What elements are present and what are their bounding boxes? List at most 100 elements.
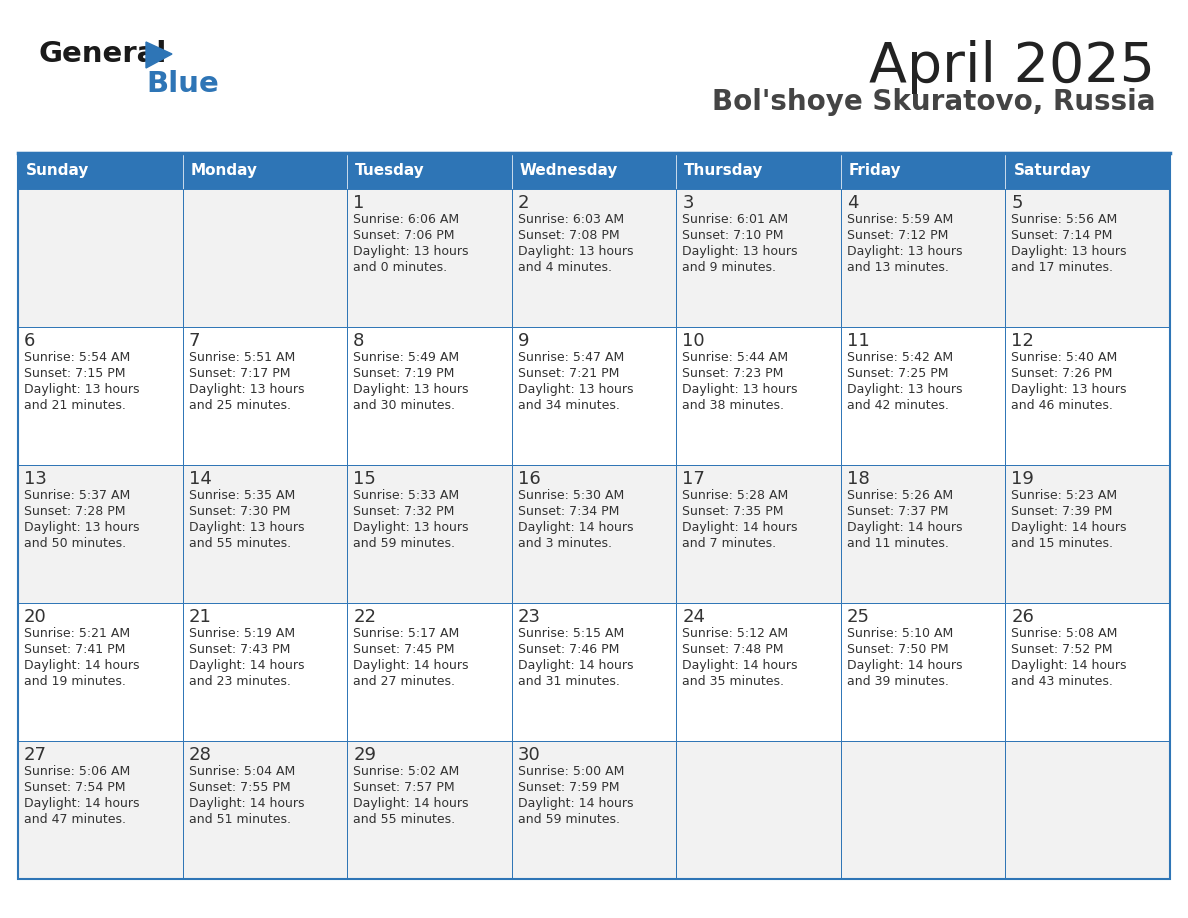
Text: and 13 minutes.: and 13 minutes. <box>847 261 949 274</box>
Text: Daylight: 14 hours: Daylight: 14 hours <box>353 797 468 810</box>
Text: 25: 25 <box>847 608 870 626</box>
Text: Daylight: 13 hours: Daylight: 13 hours <box>189 383 304 396</box>
Bar <box>347 741 512 879</box>
Text: Daylight: 13 hours: Daylight: 13 hours <box>518 383 633 396</box>
Bar <box>676 327 841 465</box>
Text: and 19 minutes.: and 19 minutes. <box>24 675 126 688</box>
Text: Daylight: 14 hours: Daylight: 14 hours <box>1011 521 1127 534</box>
Text: 15: 15 <box>353 470 377 488</box>
Text: 13: 13 <box>24 470 46 488</box>
Text: 6: 6 <box>24 332 36 350</box>
Text: and 50 minutes.: and 50 minutes. <box>24 537 126 550</box>
Text: 28: 28 <box>189 746 211 764</box>
Bar <box>18 189 183 327</box>
Text: 29: 29 <box>353 746 377 764</box>
Text: Sunrise: 6:03 AM: Sunrise: 6:03 AM <box>518 213 624 226</box>
Text: 22: 22 <box>353 608 377 626</box>
Text: Sunrise: 5:56 AM: Sunrise: 5:56 AM <box>1011 213 1118 226</box>
Text: Sunset: 7:59 PM: Sunset: 7:59 PM <box>518 781 619 794</box>
Text: 19: 19 <box>1011 470 1035 488</box>
Bar <box>676 741 841 879</box>
Bar <box>18 327 183 465</box>
Text: Sunrise: 6:01 AM: Sunrise: 6:01 AM <box>682 213 789 226</box>
Text: Daylight: 14 hours: Daylight: 14 hours <box>353 659 468 672</box>
Text: Sunset: 7:08 PM: Sunset: 7:08 PM <box>518 229 619 242</box>
Text: and 34 minutes.: and 34 minutes. <box>518 399 620 412</box>
Text: Tuesday: Tuesday <box>355 163 425 178</box>
Text: Sunset: 7:39 PM: Sunset: 7:39 PM <box>1011 505 1113 518</box>
Text: Sunrise: 5:15 AM: Sunrise: 5:15 AM <box>518 627 624 640</box>
Text: Thursday: Thursday <box>684 163 764 178</box>
Text: Sunset: 7:55 PM: Sunset: 7:55 PM <box>189 781 290 794</box>
Text: and 38 minutes.: and 38 minutes. <box>682 399 784 412</box>
Text: Sunset: 7:23 PM: Sunset: 7:23 PM <box>682 367 784 380</box>
Text: Sunset: 7:43 PM: Sunset: 7:43 PM <box>189 643 290 656</box>
Text: 20: 20 <box>24 608 46 626</box>
Bar <box>347 603 512 741</box>
Bar <box>347 189 512 327</box>
Text: Sunset: 7:35 PM: Sunset: 7:35 PM <box>682 505 784 518</box>
Text: Sunset: 7:19 PM: Sunset: 7:19 PM <box>353 367 455 380</box>
Text: 10: 10 <box>682 332 704 350</box>
Text: Sunrise: 5:28 AM: Sunrise: 5:28 AM <box>682 489 789 502</box>
Text: Sunrise: 5:54 AM: Sunrise: 5:54 AM <box>24 351 131 364</box>
Text: Daylight: 13 hours: Daylight: 13 hours <box>189 521 304 534</box>
Text: Daylight: 13 hours: Daylight: 13 hours <box>682 383 798 396</box>
Text: Blue: Blue <box>146 70 219 98</box>
Text: Sunset: 7:48 PM: Sunset: 7:48 PM <box>682 643 784 656</box>
Text: Sunset: 7:45 PM: Sunset: 7:45 PM <box>353 643 455 656</box>
Text: 30: 30 <box>518 746 541 764</box>
Text: Sunset: 7:57 PM: Sunset: 7:57 PM <box>353 781 455 794</box>
Text: Daylight: 14 hours: Daylight: 14 hours <box>24 797 139 810</box>
Text: 27: 27 <box>24 746 48 764</box>
Bar <box>1005 189 1170 327</box>
Bar <box>347 153 512 189</box>
Text: Daylight: 14 hours: Daylight: 14 hours <box>518 521 633 534</box>
Text: Sunrise: 5:40 AM: Sunrise: 5:40 AM <box>1011 351 1118 364</box>
Text: Sunrise: 5:44 AM: Sunrise: 5:44 AM <box>682 351 789 364</box>
Text: and 27 minutes.: and 27 minutes. <box>353 675 455 688</box>
Text: and 11 minutes.: and 11 minutes. <box>847 537 949 550</box>
Text: Sunrise: 5:21 AM: Sunrise: 5:21 AM <box>24 627 131 640</box>
Text: and 55 minutes.: and 55 minutes. <box>353 813 455 826</box>
Bar <box>18 153 183 189</box>
Text: Sunrise: 5:17 AM: Sunrise: 5:17 AM <box>353 627 460 640</box>
Text: 1: 1 <box>353 194 365 212</box>
Text: Daylight: 13 hours: Daylight: 13 hours <box>353 383 468 396</box>
Text: Sunset: 7:37 PM: Sunset: 7:37 PM <box>847 505 948 518</box>
Text: Sunrise: 5:42 AM: Sunrise: 5:42 AM <box>847 351 953 364</box>
Text: Daylight: 13 hours: Daylight: 13 hours <box>682 245 798 258</box>
Text: 2: 2 <box>518 194 529 212</box>
Text: Sunrise: 5:47 AM: Sunrise: 5:47 AM <box>518 351 624 364</box>
Text: and 47 minutes.: and 47 minutes. <box>24 813 126 826</box>
Text: and 17 minutes.: and 17 minutes. <box>1011 261 1113 274</box>
Text: 3: 3 <box>682 194 694 212</box>
Text: and 4 minutes.: and 4 minutes. <box>518 261 612 274</box>
Text: Sunset: 7:32 PM: Sunset: 7:32 PM <box>353 505 455 518</box>
Text: and 9 minutes.: and 9 minutes. <box>682 261 776 274</box>
Text: Sunrise: 5:37 AM: Sunrise: 5:37 AM <box>24 489 131 502</box>
Bar <box>183 189 347 327</box>
Text: and 46 minutes.: and 46 minutes. <box>1011 399 1113 412</box>
Text: and 55 minutes.: and 55 minutes. <box>189 537 291 550</box>
Bar <box>841 741 1005 879</box>
Text: Sunset: 7:26 PM: Sunset: 7:26 PM <box>1011 367 1113 380</box>
Bar <box>347 327 512 465</box>
Text: Daylight: 14 hours: Daylight: 14 hours <box>518 797 633 810</box>
Text: Daylight: 13 hours: Daylight: 13 hours <box>24 521 139 534</box>
Text: Sunrise: 5:33 AM: Sunrise: 5:33 AM <box>353 489 460 502</box>
Text: Daylight: 13 hours: Daylight: 13 hours <box>24 383 139 396</box>
Text: April 2025: April 2025 <box>868 40 1155 94</box>
Text: Sunrise: 5:19 AM: Sunrise: 5:19 AM <box>189 627 295 640</box>
Bar <box>18 603 183 741</box>
Bar <box>676 465 841 603</box>
Text: Daylight: 13 hours: Daylight: 13 hours <box>847 245 962 258</box>
Text: 12: 12 <box>1011 332 1035 350</box>
Text: and 39 minutes.: and 39 minutes. <box>847 675 949 688</box>
Text: 14: 14 <box>189 470 211 488</box>
Bar <box>1005 327 1170 465</box>
Text: Sunrise: 5:02 AM: Sunrise: 5:02 AM <box>353 765 460 778</box>
Text: 23: 23 <box>518 608 541 626</box>
Text: and 25 minutes.: and 25 minutes. <box>189 399 291 412</box>
Text: Sunrise: 5:35 AM: Sunrise: 5:35 AM <box>189 489 295 502</box>
